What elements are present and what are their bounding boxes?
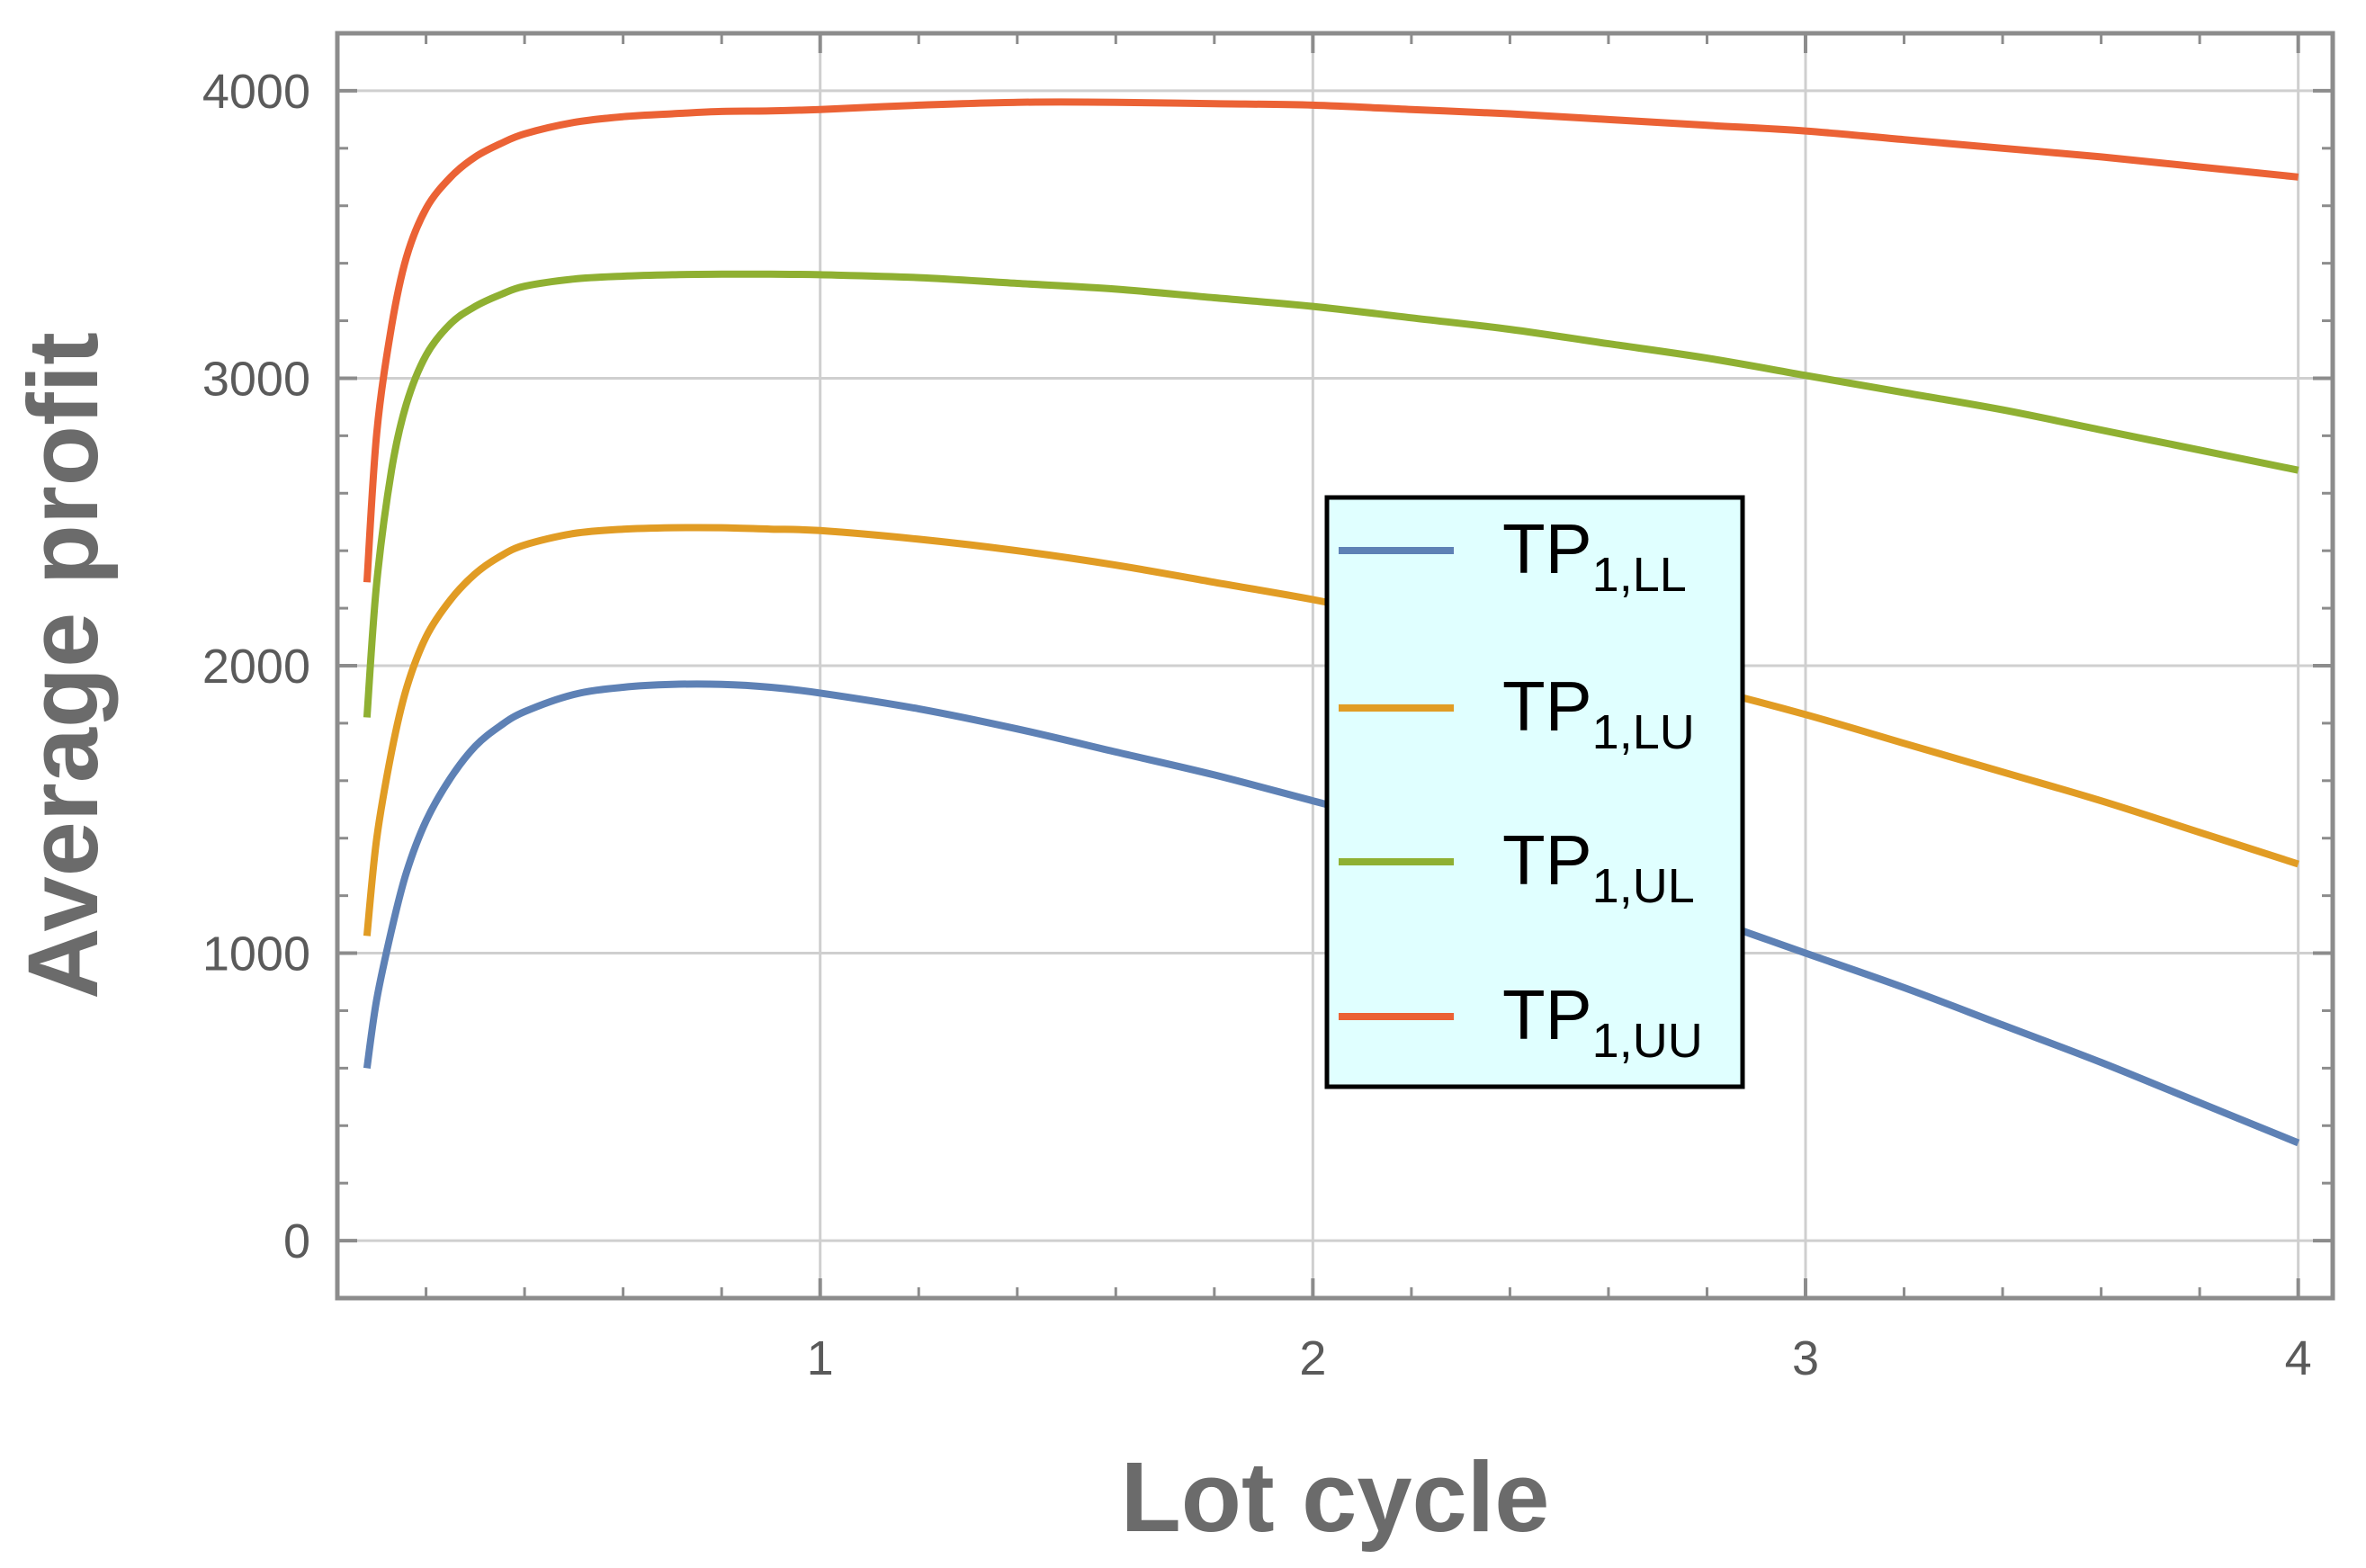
- y-tick-label: 3000: [202, 352, 310, 406]
- x-axis-title: Lot cycle: [1121, 1442, 1550, 1553]
- legend-label-uu: TP1,UU: [1502, 975, 1703, 1068]
- legend: TP1,LL TP1,LU TP1,UL TP1,UU: [1324, 495, 1745, 1089]
- y-tick-label: 0: [283, 1214, 310, 1268]
- x-tick-label: 2: [1299, 1331, 1326, 1385]
- legend-box: [1324, 495, 1745, 1089]
- tick-labels: 1 2 3 4 0 1000 2000 3000 4000: [202, 65, 2312, 1385]
- legend-label-lu: TP1,LU: [1502, 667, 1695, 759]
- series-line-1ul: [363, 270, 2299, 718]
- series-line-1lu: [363, 524, 2299, 936]
- legend-label-ul: TP1,UL: [1502, 820, 1695, 913]
- y-tick-label: 4000: [202, 65, 310, 119]
- minor-ticks: [337, 33, 2333, 1298]
- x-tick-label: 3: [1792, 1331, 1819, 1385]
- x-tick-label: 1: [807, 1331, 834, 1385]
- series-lines: [363, 98, 2300, 1147]
- x-tick-label: 4: [2285, 1331, 2312, 1385]
- series-line-1ll: [363, 680, 2300, 1147]
- y-tick-label: 1000: [202, 927, 310, 981]
- y-tick-label: 2000: [202, 640, 310, 694]
- legend-label-ll: TP1,LL: [1502, 509, 1687, 602]
- y-axis-title: Average profit: [8, 332, 119, 999]
- series-line-1uu: [363, 98, 2299, 583]
